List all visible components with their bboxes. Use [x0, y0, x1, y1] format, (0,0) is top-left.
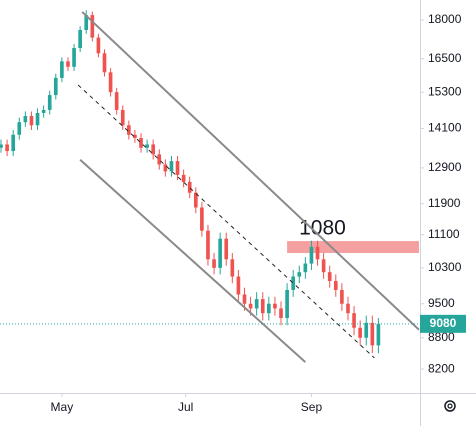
candle-body: [66, 61, 70, 67]
y-tick-label: 15300: [428, 84, 462, 98]
candle-body: [41, 109, 46, 113]
candle-body: [267, 303, 271, 314]
candle-body: [84, 15, 89, 30]
y-tick-label: 11900: [428, 196, 461, 210]
candle-body: [35, 112, 40, 126]
candle-body: [139, 137, 143, 148]
candle-body: [370, 322, 375, 346]
candle-body: [29, 116, 34, 126]
zone-label: 1080: [299, 217, 346, 240]
candle-body: [242, 294, 247, 304]
candle-body: [303, 263, 308, 273]
y-tick-label: 14100: [428, 121, 462, 135]
y-tick-label: 11100: [428, 227, 460, 241]
candle-body: [127, 125, 131, 135]
candle-body: [193, 192, 198, 208]
candle-body: [309, 246, 314, 264]
y-tick-label: 9500: [428, 296, 455, 310]
candle-body: [230, 259, 235, 277]
x-tick-label: May: [51, 400, 74, 414]
candle-body: [260, 299, 265, 314]
candle-body: [248, 303, 253, 309]
candle-body: [333, 280, 338, 290]
resistance-zone: [287, 241, 419, 254]
last-price-label: 9080: [430, 316, 457, 330]
y-tick-label: 12900: [428, 160, 462, 174]
settings-icon[interactable]: [444, 400, 456, 412]
candle-body: [327, 272, 332, 281]
candle-body: [297, 272, 302, 277]
candle-body: [187, 181, 192, 193]
candle-body: [364, 322, 369, 338]
candle-body: [163, 164, 168, 172]
y-tick-label: 10300: [428, 260, 462, 274]
candle-body: [218, 238, 222, 268]
candle-body: [108, 72, 113, 93]
candle-body: [72, 48, 76, 67]
candle-body: [114, 92, 119, 110]
y-tick-label: 8200: [428, 361, 455, 375]
candle-body: [273, 303, 277, 309]
candle-body: [352, 313, 356, 328]
candle-body: [340, 289, 344, 304]
candle-body: [11, 134, 16, 152]
candle-body: [47, 95, 52, 110]
gear-ring: [444, 400, 456, 412]
candle-body: [23, 116, 28, 123]
candle-body: [151, 144, 156, 155]
y-tick-label: 18000: [428, 12, 462, 26]
candle-body: [236, 276, 241, 295]
x-tick-label: Sep: [301, 400, 323, 414]
candle-body: [315, 246, 320, 260]
candle-body: [102, 53, 107, 73]
candle-body: [133, 134, 137, 138]
candle-body: [285, 289, 289, 318]
candle-body: [90, 15, 95, 38]
candle-body: [200, 207, 204, 231]
candle-body: [169, 161, 174, 172]
candle-body: [60, 61, 64, 78]
candle-body: [291, 276, 296, 290]
candle-body: [53, 77, 58, 96]
candle-body: [78, 29, 82, 49]
candle-body: [157, 154, 162, 165]
candle-body: [321, 259, 326, 273]
candle-body: [279, 308, 283, 318]
gear-hub: [447, 403, 453, 409]
candle-body: [120, 109, 125, 126]
x-tick-label: Jul: [178, 400, 193, 414]
plot-area: 1080: [0, 10, 420, 363]
candle-body: [358, 327, 362, 338]
candle-body: [96, 37, 101, 54]
trendline: [77, 84, 375, 359]
candle-body: [376, 323, 381, 346]
candle-body: [5, 144, 9, 152]
candle-body: [17, 122, 22, 135]
trendline: [79, 158, 307, 363]
y-tick-label: 8800: [428, 330, 455, 344]
y-tick-label: 16500: [428, 51, 462, 65]
candle-body: [254, 299, 259, 309]
candle-body: [175, 161, 180, 175]
candle-body: [206, 230, 210, 260]
candle-body: [346, 303, 350, 314]
candle-body: [181, 174, 186, 182]
candle-body: [145, 144, 149, 148]
candle-body: [212, 259, 216, 268]
last-price-box: [420, 314, 466, 333]
candle-body: [0, 144, 3, 148]
candle-body: [224, 238, 229, 260]
trendline: [81, 11, 420, 331]
